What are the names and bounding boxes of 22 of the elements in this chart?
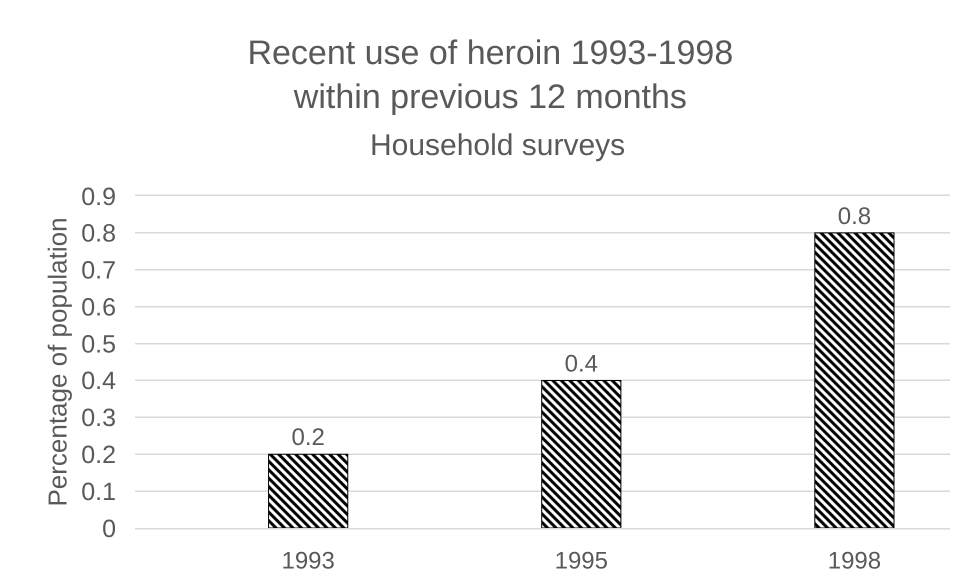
x-tick-label: 1995 — [554, 547, 608, 574]
y-tick-label: 0.5 — [81, 330, 116, 358]
y-tick-label: 0.9 — [81, 182, 116, 211]
x-tick-label: 1998 — [828, 547, 882, 574]
bar — [268, 454, 348, 528]
y-tick-label: 0.6 — [81, 293, 116, 322]
chart-title: Recent use of heroin 1993-1998 within previous 12 months — [247, 34, 734, 116]
y-tick-label: 0.8 — [81, 220, 116, 248]
bar — [541, 380, 622, 528]
data-label: 0.4 — [564, 350, 598, 378]
chart-subtitle: Household surveys — [370, 129, 626, 162]
bar — [814, 232, 895, 528]
x-tick-label: 1993 — [281, 547, 335, 574]
y-tick-label: 0 — [102, 514, 116, 543]
data-label: 0.2 — [291, 424, 325, 452]
y-tick-label: 0.3 — [81, 404, 116, 432]
y-axis-title: Percentage of population — [42, 217, 73, 507]
data-label: 0.8 — [838, 202, 872, 230]
y-tick-label: 0.1 — [81, 478, 116, 506]
y-tick-label: 0.2 — [81, 440, 116, 469]
y-tick-label: 0.4 — [81, 367, 116, 396]
y-tick-label: 0.7 — [81, 256, 116, 285]
